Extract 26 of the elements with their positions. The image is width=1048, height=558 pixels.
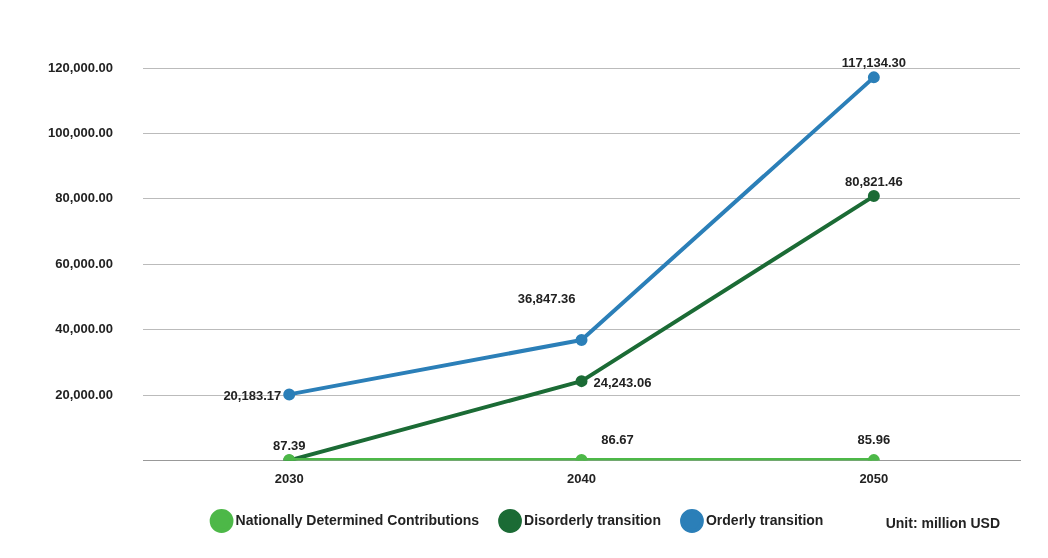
legend-label: Nationally Determined Contributions xyxy=(235,511,480,528)
y-tick-label: 80,000.00 xyxy=(55,190,114,206)
y-tick-label: 120,000.00 xyxy=(47,59,114,75)
y-tick-label: 60,000.00 xyxy=(55,255,114,271)
legend-label: Disorderly transition xyxy=(524,511,661,528)
y-tick-label: 40,000.00 xyxy=(55,321,114,337)
data-label: 87.39 xyxy=(272,437,306,453)
y-tick-label: 20,000.00 xyxy=(55,386,114,402)
x-tick-label: 2030 xyxy=(274,470,304,486)
data-label: 36,847.36 xyxy=(517,291,576,307)
point xyxy=(867,71,880,84)
point xyxy=(867,190,880,203)
data-label: 80,821.46 xyxy=(844,173,903,189)
x-tick-label: 2040 xyxy=(567,470,596,486)
text: Unit: million USD xyxy=(885,514,1000,531)
point xyxy=(575,333,588,346)
data-label: 117,134.30 xyxy=(841,54,907,70)
y-tick-label: 100,000.00 xyxy=(47,124,114,140)
data-label: 86.67 xyxy=(601,431,634,447)
point xyxy=(575,375,588,388)
x-tick-label: 2050 xyxy=(859,470,889,486)
data-label: 85.96 xyxy=(857,431,891,447)
legend-label: Orderly transition xyxy=(705,511,824,528)
data-label: 24,243.06 xyxy=(593,374,652,390)
data-label: 20,183.17 xyxy=(223,387,282,403)
point xyxy=(283,388,296,401)
